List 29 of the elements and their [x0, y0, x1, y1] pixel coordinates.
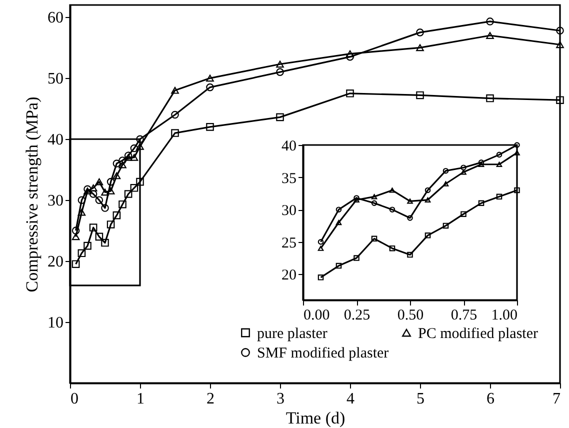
x-tick-label: 4	[346, 390, 354, 408]
legend-label: SMF modified plaster	[257, 346, 389, 362]
y-tick-label: 25	[282, 235, 296, 252]
x-tick-label: 0	[70, 390, 78, 408]
y-tick-label: 60	[48, 10, 64, 27]
y-axis-title: Compressive strength (MPa)	[22, 96, 42, 292]
x-tick-label: 1	[136, 390, 144, 408]
x-tick-label: 3	[276, 390, 284, 408]
legend-label: pure plaster	[257, 326, 328, 342]
y-tick-label: 30	[282, 203, 296, 220]
x-tick-label: 2	[206, 390, 214, 408]
y-tick-label: 40	[48, 132, 64, 149]
x-tick-label: 0.75	[450, 308, 478, 324]
y-tick-label: 50	[48, 70, 64, 88]
x-tick-label: 0.00	[304, 308, 330, 324]
x-tick-label: 7	[552, 390, 560, 408]
x-tick-label: 0.50	[397, 308, 424, 324]
y-tick-label: 20	[48, 254, 64, 271]
x-tick-label: 5	[416, 390, 424, 408]
x-tick-label: 0.25	[344, 308, 370, 324]
x-tick-label: 6	[486, 390, 494, 408]
x-axis-title: Time (d)	[286, 408, 346, 428]
y-tick-label: 30	[48, 192, 64, 210]
legend-label: PC modified plaster	[418, 326, 538, 342]
x-tick-label: 1.00	[491, 308, 518, 324]
y-tick-label: 20	[282, 268, 296, 284]
y-tick-label: 35	[282, 170, 296, 187]
y-tick-label: 40	[282, 138, 296, 154]
y-tick-label: 10	[48, 314, 64, 332]
